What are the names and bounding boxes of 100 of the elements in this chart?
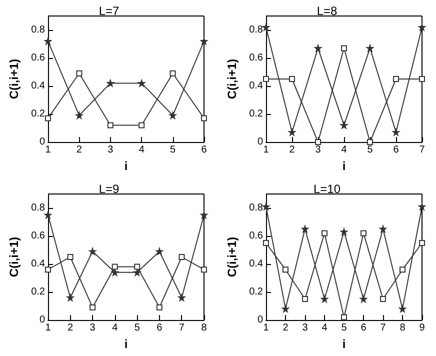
- x-tick-label: 1: [45, 144, 52, 156]
- point: [419, 76, 425, 82]
- x-tick-label: 6: [360, 322, 367, 334]
- chart-title: L=10: [313, 182, 341, 196]
- x-tick-label: 1: [45, 322, 52, 334]
- x-tick-label: 6: [156, 322, 163, 334]
- x-tick-label: 2: [289, 144, 296, 156]
- x-tick-label: 2: [68, 322, 74, 334]
- x-tick-label: 4: [322, 322, 328, 334]
- point: [399, 305, 406, 312]
- y-axis-title: C(i,i+1): [7, 236, 21, 278]
- point: [107, 122, 114, 128]
- chart-title: L=9: [98, 182, 120, 196]
- x-tick-label: 1: [263, 144, 270, 156]
- x-tick-label: 4: [112, 322, 118, 334]
- x-tick-label: 3: [90, 322, 96, 334]
- point: [106, 80, 114, 87]
- y-tick-label: 0.2: [249, 286, 264, 298]
- point: [66, 294, 74, 302]
- point: [418, 24, 426, 31]
- point: [282, 305, 289, 312]
- point: [263, 240, 269, 246]
- y-tick-label: 0: [39, 136, 46, 148]
- x-tick-label: 4: [341, 144, 348, 156]
- point: [367, 139, 373, 145]
- x-tick-label: 2: [76, 144, 82, 156]
- point: [112, 264, 118, 270]
- y-tick-label: 0: [39, 314, 46, 326]
- x-axis-title: i: [342, 336, 346, 351]
- point: [322, 230, 328, 236]
- x-axis-title: i: [124, 158, 128, 173]
- x-tick-label: 7: [380, 322, 386, 334]
- y-axis-title: C(i,i+1): [7, 58, 21, 100]
- point: [138, 80, 146, 87]
- y-tick-label: 0.2: [31, 286, 46, 298]
- point: [201, 115, 207, 122]
- x-tick-label: 7: [178, 322, 185, 334]
- x-tick-label: 2: [282, 322, 289, 334]
- x-tick-label: 4: [138, 144, 145, 156]
- point: [201, 266, 207, 273]
- x-tick-label: 6: [201, 144, 208, 156]
- point: [392, 128, 400, 136]
- point: [169, 112, 176, 119]
- x-tick-label: 8: [201, 322, 208, 334]
- point: [418, 203, 426, 210]
- y-tick-label: 0.2: [31, 108, 46, 120]
- chart-title: L=7: [98, 4, 120, 18]
- y-tick-label: 0.4: [31, 80, 46, 92]
- point: [200, 38, 208, 45]
- point: [289, 76, 295, 82]
- point: [170, 70, 176, 76]
- point: [44, 38, 52, 45]
- point: [380, 296, 386, 302]
- point: [111, 268, 118, 276]
- point: [90, 304, 96, 310]
- point: [315, 139, 321, 145]
- point: [341, 45, 347, 52]
- x-tick-label: 1: [263, 322, 270, 334]
- point: [340, 122, 348, 129]
- point: [400, 266, 406, 273]
- point: [360, 230, 366, 236]
- y-tick-label: 0.6: [249, 230, 264, 242]
- point: [178, 294, 186, 302]
- point: [200, 212, 208, 218]
- y-tick-label: 0.6: [31, 52, 46, 64]
- x-tick-label: 3: [315, 144, 322, 156]
- y-tick-label: 0.2: [249, 108, 264, 120]
- x-tick-label: 3: [108, 144, 114, 156]
- x-tick-label: 9: [419, 322, 426, 334]
- y-tick-label: 0.8: [31, 202, 46, 214]
- point: [156, 248, 163, 255]
- x-tick-label: 5: [341, 322, 348, 334]
- point: [262, 24, 270, 31]
- point: [341, 314, 347, 320]
- point: [262, 203, 270, 210]
- point: [419, 240, 425, 246]
- x-tick-label: 6: [393, 144, 400, 156]
- point: [76, 112, 83, 119]
- y-tick-label: 0: [257, 136, 264, 148]
- chart-title: L=8: [316, 4, 338, 18]
- point: [156, 304, 162, 310]
- point: [45, 115, 51, 122]
- point: [76, 70, 82, 76]
- point: [178, 254, 185, 260]
- y-axis-title: C(i,i+1): [225, 236, 239, 278]
- y-tick-label: 0.8: [249, 24, 264, 36]
- point: [366, 44, 374, 52]
- y-axis-title: C(i,i+1): [225, 58, 239, 100]
- point: [263, 76, 269, 82]
- x-tick-label: 3: [302, 322, 308, 334]
- point: [393, 76, 399, 82]
- point: [45, 266, 51, 273]
- x-tick-label: 7: [419, 144, 426, 156]
- y-tick-label: 0.4: [31, 258, 46, 270]
- point: [134, 268, 141, 276]
- point: [67, 254, 74, 260]
- x-tick-label: 5: [170, 144, 176, 156]
- x-tick-label: 5: [134, 322, 140, 334]
- point: [282, 266, 288, 273]
- point: [340, 228, 348, 236]
